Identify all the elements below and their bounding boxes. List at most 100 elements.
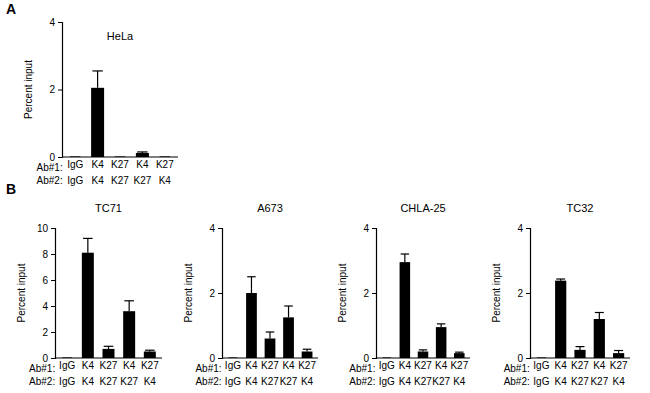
panel-label: A <box>6 1 16 17</box>
x-tick-label: IgG <box>67 159 83 170</box>
error-cap <box>247 276 256 277</box>
x-tick: K4 <box>399 360 412 371</box>
chart-title: A673 <box>257 202 283 214</box>
y-tick-mark <box>51 280 55 281</box>
y-tick-label: 8 <box>42 249 48 260</box>
x-tick-label: K27 <box>571 360 589 371</box>
chart-title: HeLa <box>107 30 134 42</box>
error-bar <box>104 346 114 349</box>
x-tick-label: IgG <box>225 360 241 371</box>
x-tick-label: K27 <box>414 376 432 387</box>
y-tick-label: 4 <box>209 223 215 234</box>
y-axis-title: Percent input <box>337 263 348 322</box>
y-tick: 4 <box>363 223 376 234</box>
y-tick: 4 <box>49 17 62 28</box>
x-tick: K4 <box>435 360 448 371</box>
y-tick-mark <box>58 90 62 91</box>
bar <box>265 339 276 359</box>
y-axis: 024 <box>363 223 376 364</box>
y-axis-title: Percent input <box>23 60 34 119</box>
marks <box>537 279 624 358</box>
x-tick-label: K4 <box>123 360 136 371</box>
x-tick-label: K4 <box>555 376 568 387</box>
row-label: Ab#1: <box>349 363 375 374</box>
y-axis-line <box>51 229 56 359</box>
x-tick-label: IgG <box>533 376 549 387</box>
y-axis: 0246810 <box>37 223 56 364</box>
x-tick-label: K4 <box>159 175 172 186</box>
x-tick-label: K4 <box>82 360 95 371</box>
error-cap <box>303 349 312 350</box>
y-tick-mark <box>218 293 222 294</box>
x-tick: K4 <box>245 360 258 371</box>
y-tick-label: 4 <box>363 223 369 234</box>
y-tick-mark <box>526 358 530 359</box>
x-tick-label: K27 <box>156 159 174 170</box>
y-tick: 6 <box>42 275 55 286</box>
bar <box>246 293 257 358</box>
x-axis-line <box>62 156 178 157</box>
y-tick-label: 6 <box>42 275 48 286</box>
bar <box>613 353 624 358</box>
x-tick: IgG <box>67 159 83 170</box>
x-axis: IgGK4K27K4K27 <box>530 358 630 371</box>
x-tick: K27 <box>571 360 589 371</box>
x-tick: IgG <box>59 360 75 371</box>
error-stem <box>599 313 600 320</box>
y-tick: 10 <box>37 223 55 234</box>
marks <box>70 71 170 157</box>
error-stem <box>129 301 130 311</box>
error-bar <box>614 351 623 354</box>
x-tick: K27 <box>100 360 118 371</box>
x-tick-label: IgG <box>379 376 395 387</box>
y-tick-mark <box>51 358 55 359</box>
marks <box>382 254 464 358</box>
bar <box>302 352 313 359</box>
x-tick: K27 <box>156 159 174 170</box>
x-tick: K4 <box>593 360 606 371</box>
x-axis: IgGK4K27K4K27 <box>376 358 470 371</box>
error-cap <box>284 305 293 306</box>
panel: 024IgGK4K27K4K27IgGK4K27K27K4Ab#1:Ab#2:P… <box>6 1 178 186</box>
x-tick-label: IgG <box>533 360 549 371</box>
row-label: Ab#1: <box>29 363 55 374</box>
error-bar <box>92 71 102 88</box>
x-tick: K4 <box>123 360 136 371</box>
row-label: Ab#1: <box>195 363 221 374</box>
x-tick-label: K4 <box>453 376 466 387</box>
x-tick: K27 <box>610 360 628 371</box>
y-tick: 2 <box>209 288 222 299</box>
error-cap <box>455 352 463 353</box>
y-tick: 4 <box>42 301 55 312</box>
y-tick-mark <box>51 306 55 307</box>
bar <box>91 88 104 157</box>
x-tick-label: K4 <box>399 376 412 387</box>
error-stem <box>288 306 289 317</box>
error-cap <box>92 70 102 71</box>
x-tick-label: K4 <box>245 360 258 371</box>
y-axis-title: Percent input <box>183 263 194 322</box>
y-tick: 4 <box>209 223 222 234</box>
marks <box>229 277 313 358</box>
x-axis-line <box>376 357 470 358</box>
chart-title: TC71 <box>95 202 122 214</box>
row-label: Ab#2: <box>37 175 63 186</box>
bar <box>574 350 585 358</box>
x-tick: K27 <box>298 360 316 371</box>
error-cap <box>556 278 565 279</box>
x-tick-label: K4 <box>555 360 568 371</box>
bar <box>103 349 115 358</box>
y-tick-label: 2 <box>517 288 523 299</box>
error-bar <box>247 277 256 293</box>
x-tick-label: K27 <box>432 376 450 387</box>
bar <box>418 352 429 359</box>
y-axis-line <box>372 229 377 359</box>
x-tick-label: K27 <box>261 360 279 371</box>
error-cap <box>576 346 585 347</box>
x-tick-label: K27 <box>100 360 118 371</box>
error-bar <box>266 332 275 339</box>
panel: 024IgGK4K27K4K27IgGK4K27K27K4Ab#1:Ab#2:P… <box>183 202 318 387</box>
x-tick-label: IgG <box>59 360 75 371</box>
bar <box>436 327 447 358</box>
x-tick: K27 <box>141 360 159 371</box>
